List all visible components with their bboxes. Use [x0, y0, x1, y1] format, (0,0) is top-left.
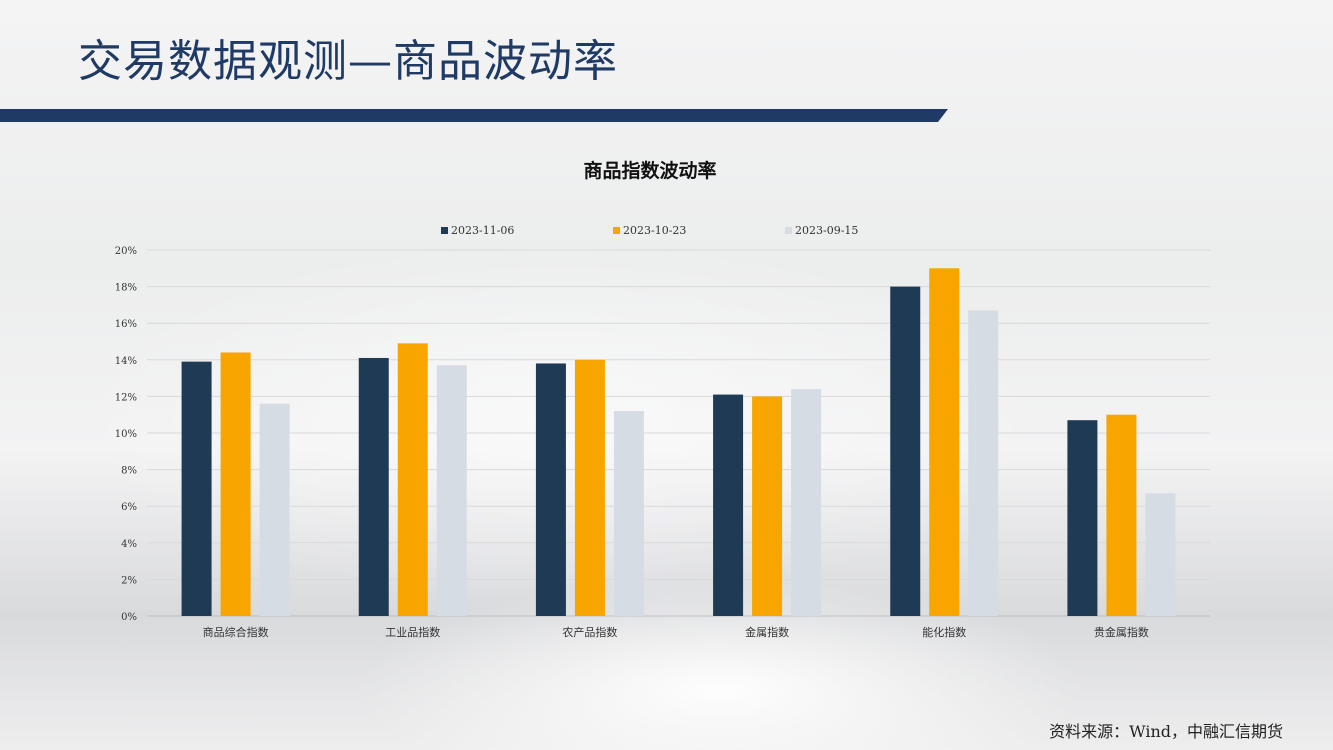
bar: [397, 343, 428, 616]
x-tick-label: 工业品指数: [385, 625, 440, 639]
bar: [791, 389, 822, 616]
y-axis: 0% 2% 4% 6% 8% 10% 12% 14% 16% 18% 20%: [115, 246, 137, 623]
bar: [1067, 420, 1098, 616]
chart-title: 商品指数波动率: [583, 159, 716, 182]
x-tick-label: 农产品指数: [562, 625, 617, 639]
bar: [890, 286, 921, 616]
x-tick-label: 金属指数: [745, 625, 789, 639]
bar: [968, 310, 999, 616]
bar: [752, 396, 783, 616]
y-tick-label: 18%: [115, 283, 137, 294]
volatility-bar-chart: 商品指数波动率 2023-11-06 2023-10-23 2023-09-15 0…: [115, 159, 1210, 639]
bar: [613, 411, 644, 616]
grid-lines: [147, 249, 1210, 617]
bar: [1145, 493, 1176, 616]
bar: [358, 357, 389, 616]
source-note: 资料来源：Wind，中融汇信期货: [1049, 722, 1283, 741]
x-tick-label: 商品综合指数: [203, 625, 269, 639]
y-tick-label: 2%: [121, 575, 137, 586]
legend-label: 2023-09-15: [795, 224, 858, 237]
y-tick-label: 8%: [121, 466, 137, 477]
x-axis: 商品综合指数 工业品指数 农产品指数 金属指数 能化指数 贵金属指数: [203, 625, 1149, 639]
bar: [713, 394, 744, 616]
bars: [181, 268, 1176, 616]
y-tick-label: 10%: [115, 429, 137, 440]
y-tick-label: 14%: [115, 356, 137, 367]
title-rule: [0, 109, 948, 122]
y-tick-label: 16%: [115, 319, 137, 330]
bar: [574, 359, 605, 616]
legend-label: 2023-10-23: [623, 224, 686, 237]
y-tick-label: 0%: [121, 612, 137, 623]
y-tick-label: 4%: [121, 539, 137, 550]
y-tick-label: 20%: [115, 246, 137, 257]
legend-label: 2023-11-06: [451, 224, 514, 237]
bar: [220, 352, 251, 616]
x-tick-label: 贵金属指数: [1094, 625, 1149, 639]
y-tick-label: 12%: [115, 392, 137, 403]
bar: [181, 361, 212, 616]
bar: [436, 365, 467, 616]
legend-swatch: [613, 227, 620, 234]
bar: [259, 403, 290, 616]
y-tick-label: 6%: [121, 502, 137, 513]
legend-swatch: [785, 227, 792, 234]
legend-swatch: [441, 227, 448, 234]
chart-legend: 2023-11-06 2023-10-23 2023-09-15: [441, 224, 858, 237]
x-tick-label: 能化指数: [922, 625, 966, 639]
bar: [535, 363, 566, 616]
bar: [1106, 414, 1137, 616]
slide-title: 交易数据观测—商品波动率: [78, 36, 618, 87]
bar: [929, 268, 960, 616]
